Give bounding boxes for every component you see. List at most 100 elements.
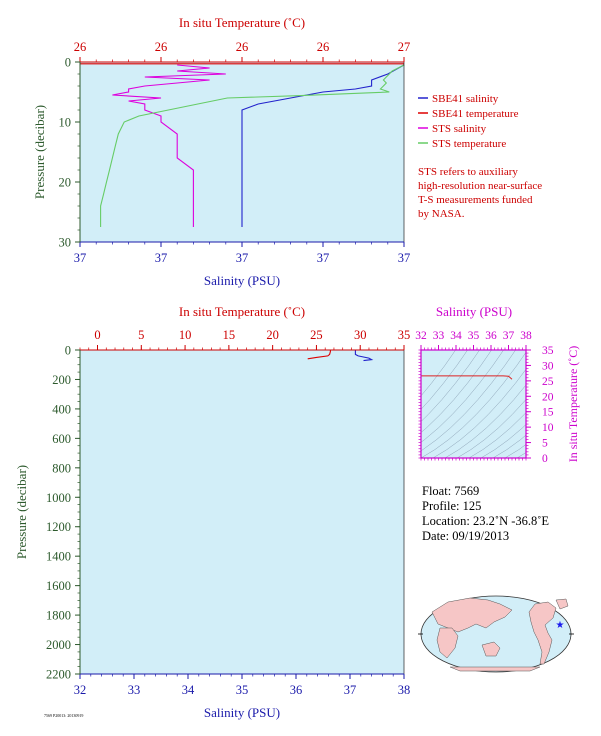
footer-note: 7569 P20013: 20130919 [44,713,83,718]
ts-sal-ticks: 32 33 34 35 36 37 38 [415,330,532,461]
bottom-series-group [307,350,374,362]
float-info: Float: 7569 Profile: 125 Location: 23.2˚… [422,484,549,543]
bottom-sal-axis-label: Salinity (PSU) [204,705,280,720]
info-date: Date: 09/19/2013 [422,529,509,543]
ts-sal-tick-label-1: 33 [433,330,445,342]
bottom-pres-tick-label-2: 400 [52,402,71,416]
bottom-temp-tick-label-0: 0 [94,328,100,342]
ts-temp-tick-label-1: 30 [542,360,554,372]
top-chart: 26 26 26 26 27 In situ Temperature (˚C) 37 37… [32,15,410,288]
ts-density-contour [421,350,468,410]
ts-profile-line [421,375,513,380]
ts-diagram: 32 33 34 35 36 37 38 35 30 25 20 15 10 5 0 Salinity (… [415,304,601,465]
ts-sal-tick-label-6: 38 [520,330,532,342]
map-land-antarctica [449,666,541,672]
ts-temp-tick-label-0: 35 [542,345,554,357]
bottom-temp-tick-label-6: 30 [354,328,367,342]
ts-density-contour [529,345,601,458]
map-land-australia [481,641,501,657]
info-location: Location: 23.2˚N -36.8˚E [422,514,549,528]
bottom-chart: 0 5 10 15 20 25 30 35 In situ Temperature (˚C) … [14,304,410,720]
bottom-pres-tick-label-3: 600 [52,432,71,446]
bottom-pres-tick-label-9: 1800 [46,609,71,623]
ts-density-contour [504,444,526,458]
bottom-pressure-ticks: 0 200 400 600 800 1000 1200 1400 1600 1800 2000 220… [46,344,80,682]
series-line-sts-salinity [112,64,226,227]
map-land-americas [528,601,557,665]
ts-density-contour [421,351,526,458]
ts-sal-axis-label: Salinity (PSU) [436,304,512,319]
ts-temp-tick-label-6: 5 [542,438,548,450]
legend-label-sts-salinity: STS salinity [432,123,487,135]
ts-sal-tick-label-5: 37 [503,330,515,342]
top-temp-ticks: 26 26 26 26 27 [74,40,411,62]
ts-temp-axis-label: In situ Temperature (˚C) [566,346,580,463]
top-temp-tick-label-4: 27 [398,40,411,54]
bottom-sal-tick-label-2: 34 [182,683,195,697]
bottom-pres-tick-label-6: 1200 [46,520,71,534]
legend-label-sbe41-salinity: SBE41 salinity [432,93,499,105]
top-pres-tick-label-0: 0 [65,56,71,70]
bottom-pres-tick-label-5: 1000 [46,491,71,505]
ts-sal-tick-label-4: 36 [485,330,497,342]
top-temp-tick-label-1: 26 [155,40,168,54]
sts-note-line-4: by NASA. [418,208,465,220]
top-sal-tick-label-2: 37 [236,251,249,265]
top-sal-tick-label-0: 37 [74,251,87,265]
bottom-sal-tick-label-1: 33 [128,683,141,697]
location-map: ★ [418,595,574,673]
map-land-africa [436,627,459,659]
top-sal-tick-label-3: 37 [317,251,330,265]
bottom-temp-tick-label-3: 15 [223,328,236,342]
top-sal-tick-label-4: 37 [398,251,411,265]
ts-temp-tick-label-3: 20 [542,391,554,403]
info-float: Float: 7569 [422,484,479,498]
float-location-marker-icon: ★ [556,620,565,631]
series-line-sbe41-salinity [354,350,374,362]
bottom-pres-tick-label-4: 800 [52,461,71,475]
sts-note: STS refers to auxiliary high-resolution … [418,166,542,220]
ts-temp-ticks: 35 30 25 20 15 10 5 0 [418,345,554,465]
bottom-sal-tick-label-5: 37 [344,683,357,697]
ts-density-contour [421,350,516,452]
series-line-sbe41-salinity [241,64,405,227]
map-land-greenland [555,598,569,610]
bottom-temp-tick-label-5: 25 [310,328,323,342]
ts-series-group [421,375,513,380]
ts-density-contour [444,384,526,458]
bottom-sal-tick-label-0: 32 [74,683,87,697]
ts-density-contour [421,350,492,433]
top-pres-tick-label-3: 30 [59,236,72,250]
bottom-pres-tick-label-1: 200 [52,373,71,387]
bottom-temp-tick-label-4: 20 [266,328,279,342]
top-legend: SBE41 salinity SBE41 temperature STS sal… [418,93,519,150]
bottom-temp-tick-label-7: 35 [398,328,411,342]
bottom-pres-tick-label-11: 2200 [46,668,71,682]
bottom-pres-tick-label-0: 0 [65,344,71,358]
top-pres-tick-label-1: 10 [59,116,72,130]
ts-temp-tick-label-5: 10 [542,422,554,434]
bottom-sal-tick-label-6: 38 [398,683,411,697]
bottom-temp-tick-label-2: 10 [179,328,192,342]
bottom-pres-tick-label-8: 1600 [46,579,71,593]
ts-density-contour [492,434,526,458]
top-temp-tick-label-2: 26 [236,40,249,54]
ts-density-contour [456,399,526,458]
legend-label-sts-temperature: STS temperature [432,138,506,150]
ts-density-contour [421,350,504,443]
top-temp-tick-label-3: 26 [317,40,330,54]
ts-density-contour [421,350,480,423]
sts-note-line-1: STS refers to auxiliary [418,166,518,178]
ts-temp-tick-label-2: 25 [542,376,554,388]
bottom-temp-axis-label: In situ Temperature (˚C) [179,304,305,319]
ts-density-contour [516,452,526,458]
ts-sal-tick-label-3: 35 [468,330,480,342]
bottom-sal-ticks: 32 33 34 35 36 37 38 [74,674,411,697]
top-pres-tick-label-2: 20 [59,176,72,190]
ts-density-contour [468,412,526,458]
bottom-temp-tick-label-1: 5 [138,328,144,342]
top-pressure-ticks: 0 10 20 30 [59,56,80,250]
bottom-temp-ticks: 0 5 10 15 20 25 30 35 [79,328,411,350]
bottom-pres-tick-label-10: 2000 [46,638,71,652]
